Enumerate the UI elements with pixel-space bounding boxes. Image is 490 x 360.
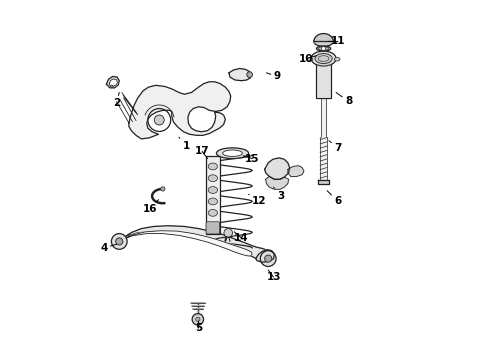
- Polygon shape: [266, 176, 289, 189]
- Circle shape: [161, 187, 165, 191]
- Circle shape: [247, 72, 252, 77]
- Polygon shape: [265, 158, 290, 179]
- Text: 16: 16: [143, 200, 159, 214]
- Polygon shape: [109, 79, 118, 86]
- Text: 6: 6: [327, 191, 342, 206]
- Text: 3: 3: [273, 187, 284, 201]
- Text: 1: 1: [179, 137, 190, 151]
- FancyBboxPatch shape: [206, 156, 220, 234]
- Text: 4: 4: [100, 243, 117, 253]
- Circle shape: [110, 85, 113, 88]
- Circle shape: [260, 251, 276, 266]
- Ellipse shape: [315, 54, 332, 64]
- Ellipse shape: [307, 58, 313, 61]
- Polygon shape: [229, 68, 251, 81]
- Ellipse shape: [208, 163, 218, 170]
- Circle shape: [224, 229, 232, 237]
- Ellipse shape: [311, 51, 336, 66]
- Text: 5: 5: [195, 321, 202, 333]
- Ellipse shape: [222, 150, 243, 157]
- Ellipse shape: [317, 46, 331, 51]
- Text: 13: 13: [267, 270, 281, 282]
- Text: 9: 9: [267, 71, 281, 81]
- Ellipse shape: [334, 58, 340, 61]
- Polygon shape: [106, 76, 119, 88]
- Polygon shape: [256, 249, 274, 262]
- Circle shape: [192, 314, 203, 325]
- Text: 2: 2: [113, 93, 120, 108]
- Polygon shape: [129, 82, 231, 139]
- Polygon shape: [117, 226, 270, 260]
- Text: 10: 10: [299, 54, 317, 64]
- Polygon shape: [288, 166, 304, 176]
- Text: 7: 7: [329, 141, 342, 153]
- Ellipse shape: [217, 148, 248, 158]
- FancyBboxPatch shape: [206, 222, 220, 234]
- Ellipse shape: [208, 210, 218, 216]
- Circle shape: [196, 317, 200, 321]
- Circle shape: [265, 255, 272, 262]
- Text: 15: 15: [243, 154, 259, 163]
- Polygon shape: [124, 231, 252, 256]
- Text: 8: 8: [336, 93, 352, 107]
- Text: 11: 11: [329, 36, 345, 46]
- Circle shape: [116, 238, 123, 245]
- Circle shape: [154, 115, 164, 125]
- Text: 17: 17: [195, 147, 209, 158]
- Ellipse shape: [208, 186, 218, 193]
- Text: 12: 12: [248, 194, 267, 206]
- Ellipse shape: [314, 36, 333, 46]
- Polygon shape: [318, 180, 329, 184]
- Ellipse shape: [208, 198, 218, 205]
- Circle shape: [321, 46, 326, 51]
- Circle shape: [111, 234, 127, 249]
- Ellipse shape: [208, 175, 218, 181]
- FancyBboxPatch shape: [316, 63, 331, 98]
- Text: 14: 14: [234, 232, 249, 243]
